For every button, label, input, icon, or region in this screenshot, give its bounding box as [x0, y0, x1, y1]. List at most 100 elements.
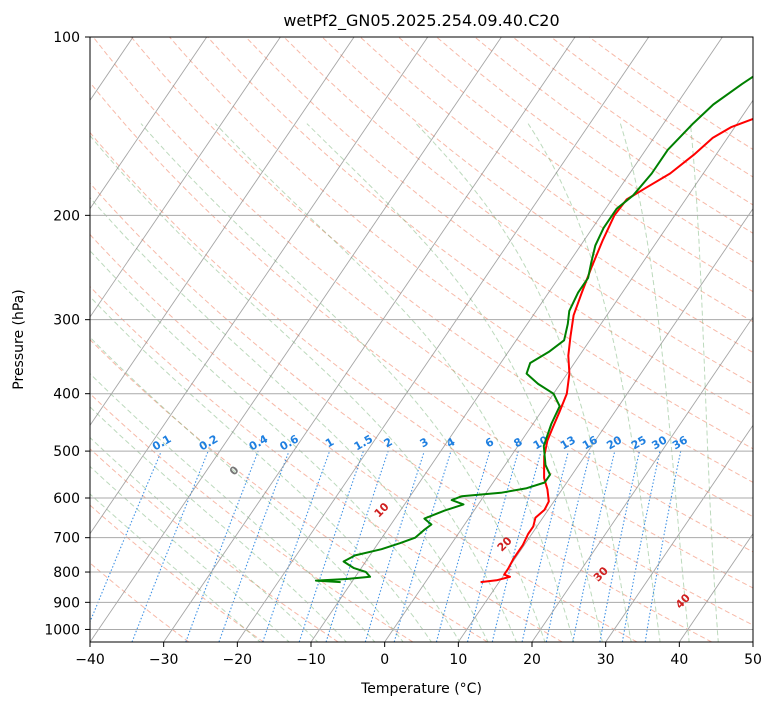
dry-adiabat-line — [169, 37, 753, 483]
isotherm-line — [531, 316, 753, 642]
y-tick-label: 400 — [53, 387, 80, 403]
mixing-ratio-line — [521, 450, 569, 642]
dry-adiabat-line — [359, 37, 753, 323]
moist-adiabat-line — [90, 493, 261, 642]
dry-adiabat-line — [436, 37, 753, 263]
mixing-ratio-label: 36 — [670, 433, 690, 452]
moist-adiabat-line — [90, 249, 461, 642]
mixing-ratio-label: 30 — [649, 433, 669, 452]
moist-adiabat-line — [90, 196, 489, 642]
x-tick-label: −20 — [223, 652, 253, 668]
mixing-ratio-label: 0.2 — [197, 432, 220, 453]
moist-adiabat-label: 20 — [495, 534, 515, 554]
x-tick-label: 40 — [670, 652, 688, 668]
mixing-ratio-label: 3 — [418, 435, 431, 450]
y-tick-label: 500 — [53, 444, 80, 460]
x-tick-label: 0 — [380, 652, 389, 668]
y-tick-label: 600 — [53, 491, 80, 507]
dry-adiabat-line — [398, 37, 753, 293]
mixing-ratio-line — [621, 450, 661, 642]
isotherm-line — [90, 37, 502, 642]
dry-adiabat-line — [283, 37, 753, 385]
mixing-ratio-label: 16 — [580, 433, 600, 452]
y-tick-label: 200 — [53, 208, 80, 224]
moist-adiabat-line — [140, 123, 546, 642]
mixing-ratio-line — [298, 450, 364, 642]
mixing-ratio-label: 1 — [323, 435, 336, 450]
mixing-ratio-line — [131, 450, 209, 642]
dry-adiabat-label: -10 — [31, 391, 54, 414]
moist-adiabat-line — [90, 436, 319, 642]
moist-adiabat-line — [306, 123, 603, 642]
dry-adiabat-line — [90, 392, 414, 642]
mixing-ratio-label: 2 — [382, 435, 395, 450]
series-lines — [314, 75, 753, 584]
mixing-ratio-line — [90, 450, 162, 624]
isotherm-line — [90, 37, 281, 318]
x-tick-label: 20 — [523, 652, 541, 668]
mixing-ratio-label: 20 — [604, 433, 624, 452]
dry-adiabat-line — [588, 37, 753, 151]
x-tick-label: −40 — [75, 652, 105, 668]
isotherm-line — [752, 641, 753, 642]
mixing-ratio-line — [185, 450, 259, 642]
y-axis: 100 200 300 400 500 600 700 800 900 1000 — [44, 30, 90, 638]
x-tick-label: 30 — [597, 652, 615, 668]
chart-title: wetPf2_GN05.2025.254.09.40.C20 — [283, 11, 559, 31]
moist-adiabat-line — [90, 295, 433, 642]
isotherm-line — [457, 207, 753, 642]
isotherm-line — [90, 37, 429, 535]
temperature-profile-line — [480, 117, 753, 584]
isotherm-line — [90, 37, 355, 427]
mixing-ratio-label: 25 — [629, 433, 649, 452]
plot-frame — [89, 36, 754, 643]
dry-adiabat-line — [131, 37, 753, 518]
y-tick-label: 800 — [53, 565, 80, 581]
dry-adiabat-line — [90, 233, 638, 642]
moist-adiabat-line — [90, 465, 290, 642]
moist-adiabat-label: 40 — [673, 591, 693, 611]
isotherm-line — [90, 37, 208, 210]
moist-adiabat-line — [619, 123, 690, 642]
moist-adiabat-line — [415, 123, 632, 642]
dry-adiabat-line — [245, 37, 753, 417]
moist-adiabat-line — [527, 123, 661, 642]
dry-adiabat-line — [512, 37, 753, 206]
x-axis: −40 −30 −20 −10 0 10 20 30 40 50 — [75, 642, 762, 668]
isotherm-line — [310, 37, 723, 642]
mixing-ratio-line — [218, 450, 290, 642]
x-tick-label: 50 — [744, 652, 762, 668]
y-tick-label: 700 — [53, 531, 80, 547]
isotherm-line — [0, 37, 59, 642]
moist-adiabat-line — [689, 123, 719, 642]
x-tick-label: −30 — [149, 652, 179, 668]
moist-adiabat-line — [90, 406, 348, 642]
y-tick-label: 900 — [53, 595, 80, 611]
isotherm-line — [163, 37, 576, 642]
mixing-ratio-line — [572, 450, 616, 642]
isotherm-line — [384, 99, 753, 642]
mixing-ratio-line — [545, 450, 592, 642]
moist-adiabat-line — [90, 134, 518, 642]
mixing-ratio-line — [435, 450, 491, 642]
isotherm-line — [605, 424, 753, 642]
dry-adiabat-line — [90, 81, 753, 589]
moist-adiabat-line — [90, 372, 376, 642]
mixing-ratio-label: 0.1 — [150, 432, 173, 453]
dry-adiabat-line — [90, 285, 563, 642]
y-tick-label: 300 — [53, 313, 80, 329]
mixing-ratio-line — [364, 450, 425, 642]
x-axis-title: Temperature (°C) — [360, 681, 482, 697]
grid-lines — [0, 37, 753, 642]
mixing-ratio-line — [599, 450, 640, 642]
mixing-ratio-label: 0.4 — [247, 432, 271, 453]
dry-adiabat-line — [90, 131, 753, 626]
mixing-ratio-label: 4 — [444, 435, 457, 450]
mixing-ratio-line — [466, 450, 519, 642]
moist-adiabat-label: 30 — [591, 564, 611, 584]
moist-adiabat-label: 10 — [372, 500, 392, 520]
background-lines — [90, 37, 753, 642]
mixing-ratio-line — [393, 450, 452, 642]
x-tick-label: −10 — [296, 652, 326, 668]
